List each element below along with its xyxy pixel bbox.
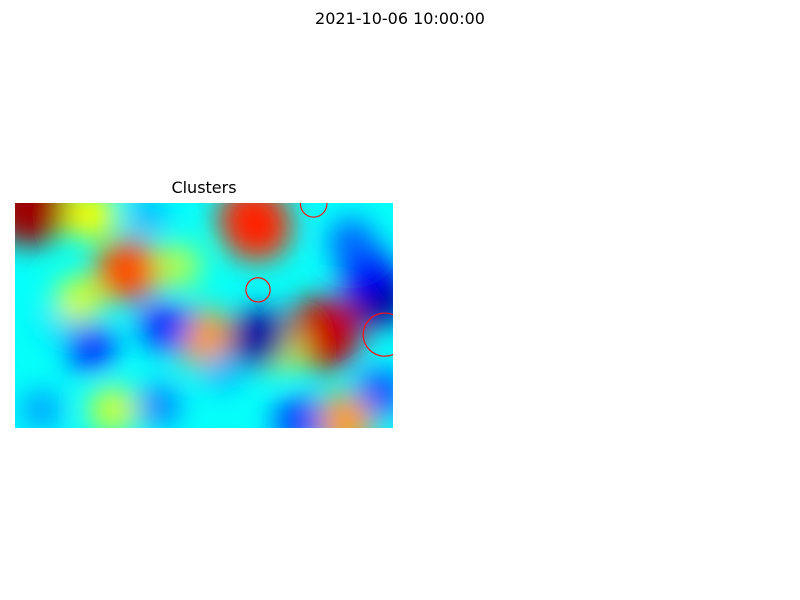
- heat-blob-core: [370, 381, 393, 403]
- heat-blob-core: [78, 203, 104, 226]
- clusters-heatmap: [15, 203, 393, 428]
- heat-blob-core: [31, 401, 52, 419]
- heat-blob-core: [236, 203, 270, 234]
- heat-blob-core: [15, 203, 50, 225]
- heatmap-field: [15, 203, 393, 428]
- cluster-marker: [299, 203, 328, 218]
- chart-title: Clusters: [171, 178, 237, 197]
- heat-blob-core: [154, 315, 179, 338]
- cluster-markers: [245, 203, 393, 357]
- cluster-marker: [245, 277, 271, 303]
- heat-blob-core: [101, 399, 126, 421]
- cluster-marker: [362, 312, 393, 357]
- heat-blob-core: [304, 316, 342, 351]
- heat-blob-core: [340, 231, 363, 252]
- heat-blob-core: [353, 258, 380, 283]
- heat-blob-core: [244, 324, 274, 352]
- heat-blob-core: [67, 289, 92, 311]
- heat-blob-core: [286, 410, 311, 428]
- figure-title: 2021-10-06 10:00:00: [315, 9, 485, 28]
- heat-blob-core: [148, 396, 170, 415]
- heat-blob-core: [137, 205, 157, 223]
- heat-blob-core: [78, 336, 103, 358]
- heat-blob-core: [329, 408, 359, 428]
- heatmap-svg: [15, 203, 393, 428]
- heat-blob-core: [166, 255, 189, 277]
- heat-blob-core: [213, 363, 233, 381]
- heat-blob-core: [189, 324, 219, 352]
- heat-blob-core: [112, 256, 145, 285]
- heat-blob-core: [44, 319, 62, 335]
